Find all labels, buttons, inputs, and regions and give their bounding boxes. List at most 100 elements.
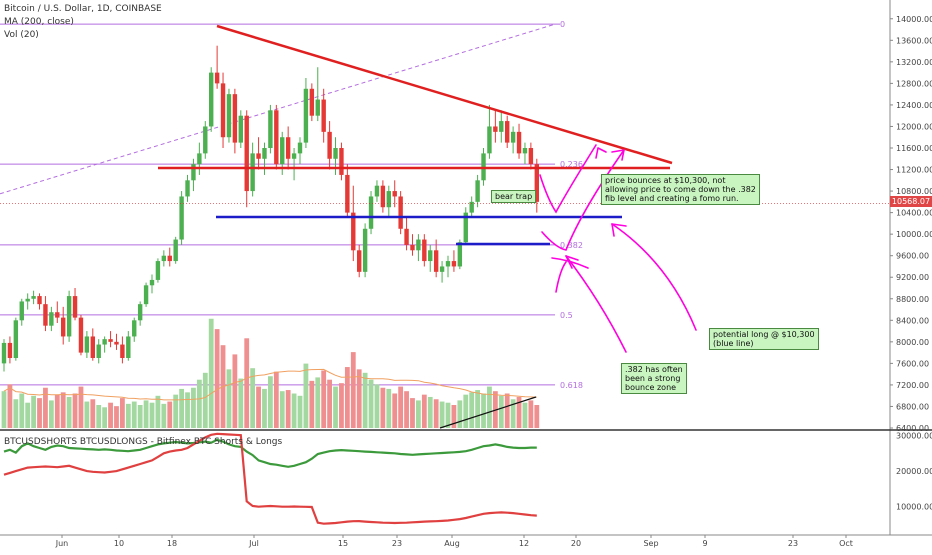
candle-body [37, 296, 42, 305]
candle-body [25, 298, 30, 302]
candle-body [155, 261, 161, 280]
candle-body [445, 261, 451, 267]
time-tick-label: Sep [643, 539, 658, 548]
candle-body [132, 320, 137, 337]
volume-bar [262, 388, 267, 428]
volume-bar [90, 399, 96, 428]
price-tick-label: 10400.00 [896, 209, 932, 218]
price-tick-label: 12800.00 [896, 79, 932, 88]
volume-bar [31, 395, 36, 428]
volume-bar [250, 368, 256, 428]
price-tick-label: 6400.00 [896, 424, 929, 433]
magenta-arrowhead-mid [611, 149, 625, 161]
price-tick-label: 7600.00 [896, 359, 929, 368]
magenta-arrow-up-left [555, 261, 567, 293]
candle-body [55, 312, 60, 318]
volume-bar [416, 400, 421, 428]
candle-body [173, 239, 178, 262]
volume-bar [469, 392, 475, 428]
candle-body [7, 342, 13, 358]
volume-bar [404, 391, 409, 428]
volume-bar [268, 376, 273, 428]
price-tick-label: 14000.00 [896, 15, 932, 24]
price-tick-label: 8400.00 [896, 316, 929, 325]
volume-bar [439, 401, 445, 428]
candle-body [49, 312, 54, 326]
candle-body [209, 72, 214, 127]
candle-body [386, 191, 391, 208]
candle-body [274, 110, 279, 165]
candle-body [13, 320, 19, 358]
volume-bar [232, 354, 238, 428]
volume-bar [179, 388, 184, 428]
volume-bar [528, 400, 534, 428]
volume-bar [108, 402, 113, 428]
volume-bar [463, 394, 469, 428]
indicator-legend[interactable]: BTCUSDSHORTS BTCUSDLONGS - Bitfinex BTC … [4, 437, 283, 447]
volume-bar [457, 400, 463, 428]
candle-body [143, 285, 149, 305]
candle-body [114, 341, 119, 345]
volume-bar [114, 406, 119, 428]
price-tick-label: 13600.00 [896, 36, 932, 45]
volume-bar [350, 352, 356, 428]
note-potential-long[interactable]: potential long @ $10,300 (blue line) [709, 328, 819, 350]
price-tick-label: 13200.00 [896, 58, 932, 67]
candle-body [333, 148, 338, 159]
volume-bar [421, 394, 427, 428]
candle-body [203, 126, 208, 154]
indicator-tick-label: 10000.00 [896, 503, 932, 512]
volume-trendline [439, 396, 537, 429]
volume-bar [362, 372, 368, 428]
candle-body [416, 239, 421, 251]
fib-level-label: 0 [560, 20, 565, 29]
descending-trendline [216, 24, 673, 165]
volume-bar [534, 405, 540, 428]
candle-body [422, 239, 427, 262]
fib-level-label: 0.5 [560, 311, 573, 320]
candle-body [31, 296, 36, 299]
volume-bar [143, 400, 149, 428]
candle-body [84, 336, 90, 353]
volume-bar [167, 401, 173, 428]
time-tick-label: 12 [519, 539, 529, 548]
candle-body [321, 99, 326, 132]
candle-body [510, 131, 516, 143]
volume-bar [208, 318, 214, 428]
candle-body [357, 250, 362, 272]
volume-bar [504, 393, 510, 428]
candle-body [428, 250, 433, 262]
magenta-arrow-to-blue [611, 223, 697, 331]
note-fib-bounce-zone[interactable]: .382 has often been a strong bounce zone [621, 363, 687, 394]
candle-body [345, 174, 350, 213]
volume-bar [37, 398, 42, 428]
magenta-arrowhead-top [595, 147, 607, 159]
volume-bar [273, 371, 279, 428]
candle-body [61, 317, 66, 337]
symbol-legend[interactable]: Bitcoin / U.S. Dollar, 1D, COINBASE [4, 4, 162, 14]
volume-bar [380, 387, 386, 428]
candle-body [487, 126, 492, 154]
time-tick-label: Jun [55, 539, 69, 548]
vol-legend[interactable]: Vol (20) [4, 30, 39, 40]
note-price-bounce[interactable]: price bounces at $10,300, not allowing p… [601, 174, 760, 205]
time-tick-label: Oct [839, 539, 853, 548]
candle-body [149, 279, 155, 286]
candle-body [238, 115, 243, 143]
note-bear-trap[interactable]: bear trap [491, 190, 537, 203]
ma-legend[interactable]: MA (200, close) [4, 17, 74, 27]
volume-bar [291, 393, 297, 428]
volume-bar [196, 379, 202, 428]
volume-bar [344, 367, 350, 428]
candle-body [167, 255, 172, 262]
time-tick-label: Aug [444, 539, 460, 548]
volume-bar [60, 392, 66, 428]
volume-bar [398, 386, 404, 428]
candle-body [457, 242, 463, 267]
volume-bar [279, 391, 285, 428]
shorts-series-line [3, 438, 537, 468]
price-tick-label: 12400.00 [896, 101, 932, 110]
price-tick-label: 6800.00 [896, 402, 929, 411]
